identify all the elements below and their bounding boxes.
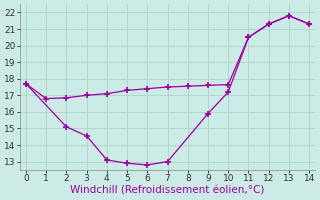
X-axis label: Windchill (Refroidissement éolien,°C): Windchill (Refroidissement éolien,°C) xyxy=(70,186,265,196)
